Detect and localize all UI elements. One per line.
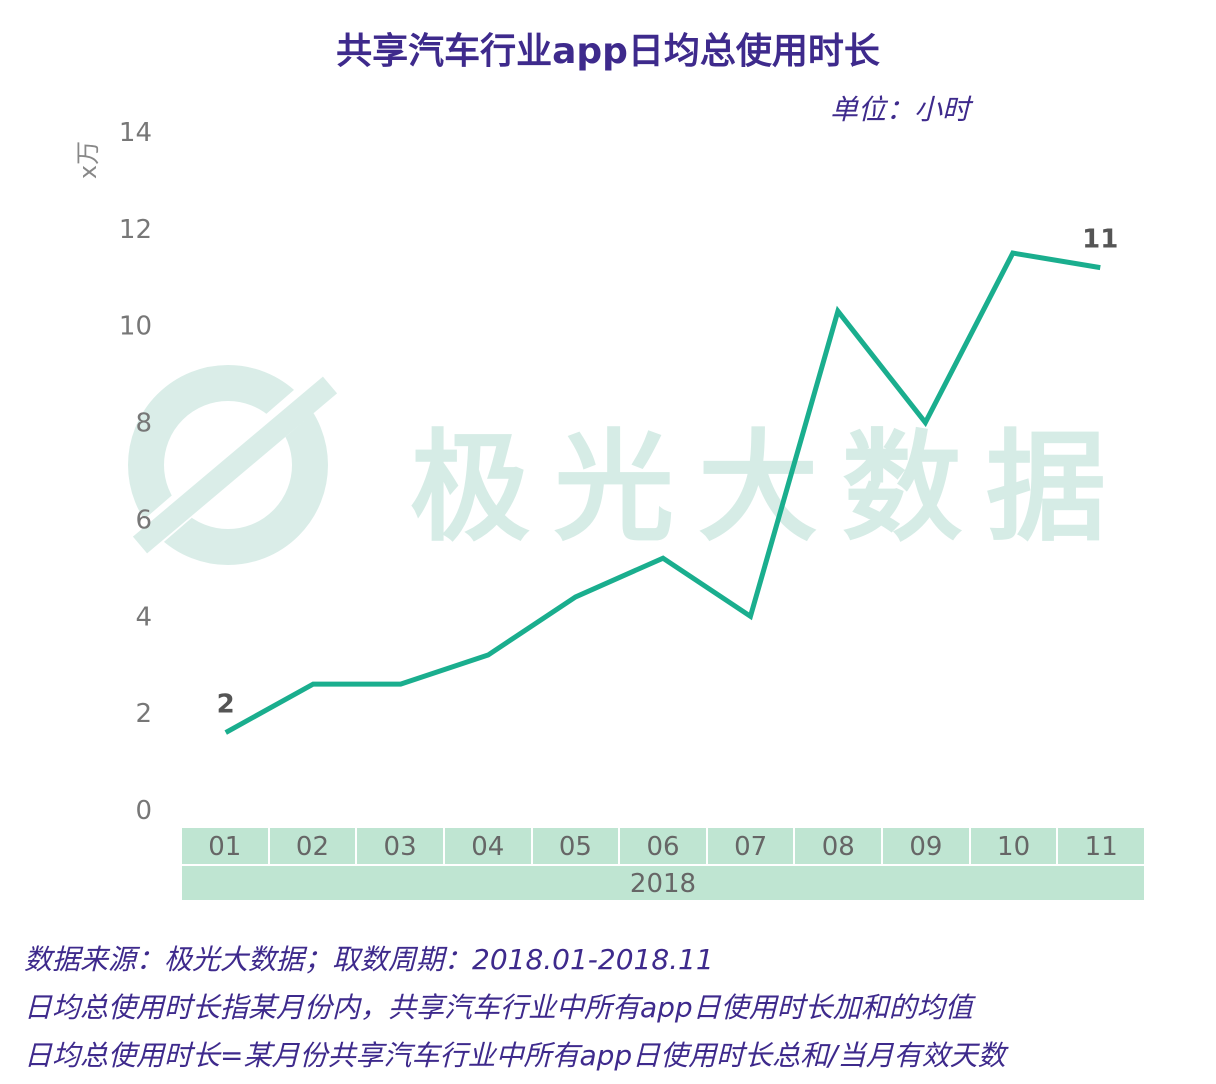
y-tick-label: 12	[119, 215, 152, 245]
y-tick-label: 10	[119, 312, 152, 342]
y-tick-label: 0	[135, 796, 152, 826]
chart-title: 共享汽车行业app日均总使用时长	[336, 31, 880, 72]
y-tick-label: 8	[135, 409, 152, 439]
watermark-text: 极光大数据	[410, 419, 1130, 558]
x-tick-label: 03	[357, 828, 443, 864]
y-tick-label: 6	[135, 505, 152, 535]
footnote-definition: 日均总使用时长指某月份内，共享汽车行业中所有app日使用时长加和的均值	[24, 991, 973, 1024]
x-tick-label: 05	[532, 828, 619, 864]
x-tick-label: 07	[707, 828, 794, 864]
x-tick-label: 01	[182, 828, 268, 864]
watermark-logo	[110, 358, 350, 572]
footnote-formula: 日均总使用时长=某月份共享汽车行业中所有app日使用时长总和/当月有效天数	[24, 1039, 1006, 1072]
y-axis-ticks: 0 2 4 6 8 10 12 14	[119, 118, 152, 826]
x-tick-label: 06	[620, 828, 706, 864]
y-tick-label: 4	[135, 602, 152, 632]
x-axis-year: 2018	[182, 866, 1144, 900]
data-label: 11	[1082, 225, 1118, 255]
x-tick-label: 08	[795, 828, 882, 864]
x-tick-label: 11	[1058, 828, 1145, 864]
x-tick-label: 04	[444, 828, 531, 864]
y-tick-label: 14	[119, 118, 152, 148]
data-label: 2	[217, 690, 235, 720]
unit-label: 单位：小时	[830, 93, 971, 126]
x-tick-label: 09	[883, 828, 969, 864]
footnote-source: 数据来源：极光大数据；取数周期：2018.01-2018.11	[24, 943, 714, 976]
series-line	[224, 250, 1101, 735]
x-tick-label: 02	[269, 828, 356, 864]
y-tick-label: 2	[135, 699, 152, 729]
x-axis-categories: 01 02 03 04 05 06 07 08 09 10 11	[182, 828, 1145, 864]
x-tick-label: 10	[970, 828, 1057, 864]
footnotes: 数据来源：极光大数据；取数周期：2018.01-2018.11 日均总使用时长指…	[24, 940, 1204, 1084]
data-annotations: 2 11	[217, 225, 1119, 720]
